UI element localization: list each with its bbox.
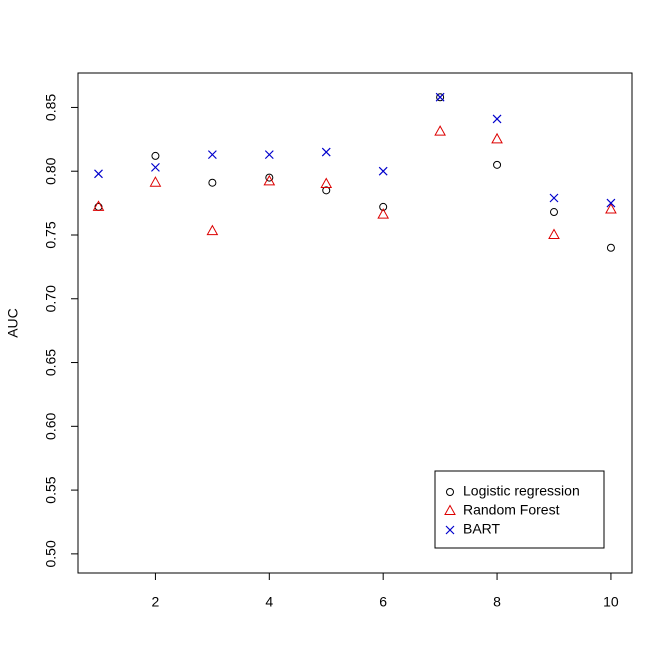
point — [94, 169, 103, 179]
legend-box — [434, 470, 605, 549]
y-tick-label: 0.50 — [43, 540, 59, 567]
point — [92, 200, 105, 211]
point — [549, 208, 558, 217]
point — [149, 176, 162, 187]
legend-marker — [445, 525, 455, 535]
point — [606, 198, 616, 208]
point — [151, 151, 160, 160]
plot-frame — [77, 72, 633, 574]
legend-marker — [446, 488, 454, 496]
point — [378, 166, 388, 176]
y-axis-label: AUC — [5, 308, 21, 338]
point — [435, 92, 445, 102]
point — [549, 193, 559, 203]
point — [377, 208, 390, 219]
point — [206, 224, 219, 236]
point — [322, 186, 331, 195]
x-tick-label: 8 — [493, 594, 501, 610]
point — [491, 132, 503, 144]
x-tick-label: 4 — [265, 594, 273, 610]
y-tick-label: 0.65 — [43, 349, 59, 376]
point — [493, 160, 502, 169]
point — [151, 162, 160, 172]
y-tick-label: 0.75 — [43, 221, 59, 248]
y-tick-label: 0.80 — [43, 157, 59, 184]
point — [436, 93, 445, 102]
point — [208, 178, 217, 187]
point — [263, 174, 276, 186]
legend-label: Logistic regression — [463, 483, 580, 499]
point — [434, 125, 446, 136]
legend-marker — [444, 504, 456, 515]
legend-label: Random Forest — [463, 502, 560, 518]
point — [492, 114, 502, 124]
y-tick-label: 0.60 — [43, 412, 59, 439]
x-tick-label: 2 — [152, 594, 160, 610]
point — [605, 202, 617, 214]
point — [548, 228, 560, 239]
point — [265, 173, 274, 182]
point — [320, 177, 333, 188]
y-tick-label: 0.85 — [43, 94, 59, 121]
point — [321, 147, 331, 157]
point — [207, 150, 217, 160]
point — [606, 243, 615, 252]
y-tick-label: 0.70 — [43, 285, 59, 312]
point — [264, 150, 274, 160]
point — [379, 202, 388, 211]
legend-label: BART — [463, 521, 501, 537]
x-tick-label: 10 — [603, 594, 619, 610]
y-tick-label: 0.55 — [43, 476, 59, 503]
x-tick-label: 6 — [379, 594, 387, 610]
